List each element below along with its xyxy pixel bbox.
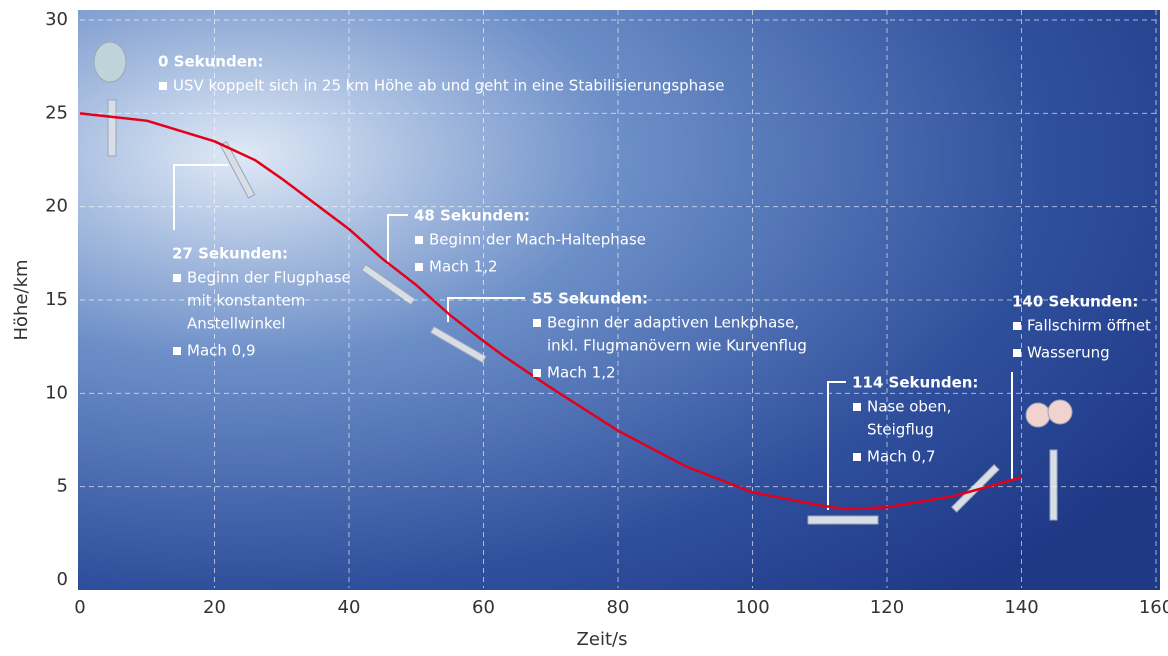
y-tick-label: 10 <box>45 382 68 403</box>
bullet <box>173 347 181 355</box>
x-tick-label: 0 <box>74 597 85 618</box>
bullet <box>853 453 861 461</box>
bullet <box>173 274 181 282</box>
annotation-title: 48 Sekunden: <box>414 207 530 225</box>
bullet <box>533 319 541 327</box>
annotation-text: Beginn der Flugphase <box>187 269 351 287</box>
x-tick-label: 80 <box>607 597 630 618</box>
y-tick-label: 20 <box>45 196 68 217</box>
bullet <box>415 236 423 244</box>
bullet <box>159 82 167 90</box>
annotation-text: Mach 0,9 <box>187 342 256 360</box>
x-tick-label: 60 <box>472 597 495 618</box>
annotation-title: 114 Sekunden: <box>852 374 978 392</box>
annotation-title: 27 Sekunden: <box>172 245 288 263</box>
y-tick-label: 15 <box>45 289 68 310</box>
x-tick-label: 140 <box>1004 597 1038 618</box>
annotation-text: Wasserung <box>1027 344 1110 362</box>
bullet <box>415 263 423 271</box>
annotation-text: inkl. Flugmanövern wie Kurvenflug <box>547 337 807 355</box>
bullet <box>1013 349 1021 357</box>
bullet <box>853 403 861 411</box>
annotation-title: 55 Sekunden: <box>532 290 648 308</box>
chart: Zeit/s Höhe/km 0 5 10 15 20 25 30 0 20 40 60 80 100 1… <box>0 0 1168 652</box>
x-tick-label: 160 <box>1139 597 1168 618</box>
annotation-title: 0 Sekunden: <box>158 53 264 71</box>
y-tick-label: 25 <box>45 102 68 123</box>
annotation-text: Fallschirm öffnet <box>1027 317 1151 335</box>
annotation-text: Mach 1,2 <box>547 364 616 382</box>
x-tick-label: 40 <box>338 597 361 618</box>
y-tick-label: 0 <box>57 569 68 590</box>
x-tick-label: 120 <box>870 597 904 618</box>
bullet <box>1013 322 1021 330</box>
annotation-text: Nase oben, <box>867 398 951 416</box>
x-axis-label: Zeit/s <box>577 629 628 650</box>
y-tick-label: 30 <box>45 9 68 30</box>
annotation-text: USV koppelt sich in 25 km Höhe ab und ge… <box>173 77 724 95</box>
annotation-text: Mach 0,7 <box>867 448 936 466</box>
y-tick-label: 5 <box>57 476 68 497</box>
annotation-text: Anstellwinkel <box>187 315 286 333</box>
annotation-text: Beginn der Mach-Haltephase <box>429 231 646 249</box>
bullet <box>533 369 541 377</box>
annotation-text: Mach 1,2 <box>429 258 498 276</box>
annotation-text: mit konstantem <box>187 292 305 310</box>
y-axis-label: Höhe/km <box>11 259 32 340</box>
annotation-text: Steigflug <box>867 421 934 439</box>
annotation-title: 140 Sekunden: <box>1012 293 1138 311</box>
x-tick-label: 100 <box>735 597 769 618</box>
x-tick-label: 20 <box>203 597 226 618</box>
annotation-text: Beginn der adaptiven Lenkphase, <box>547 314 799 332</box>
